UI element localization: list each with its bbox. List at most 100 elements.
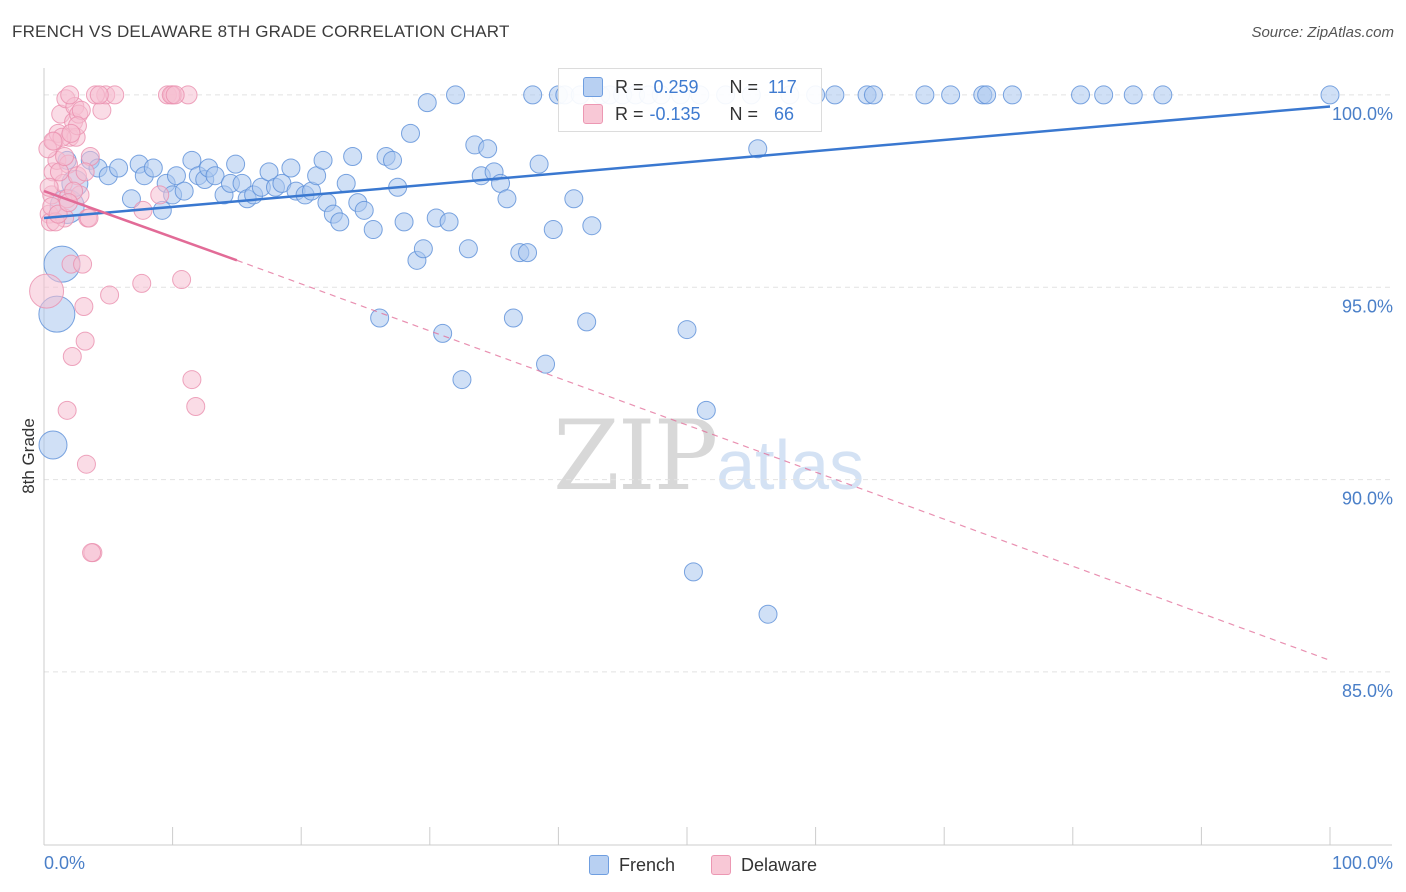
delaware-point <box>100 285 120 305</box>
french-point <box>205 166 225 186</box>
french-point <box>354 200 374 220</box>
french-point <box>458 239 478 259</box>
french-point <box>313 150 333 170</box>
delaware-trendline-extension <box>236 259 1331 661</box>
french-point <box>683 562 703 582</box>
delaware-point <box>73 254 93 274</box>
french-point <box>383 150 403 170</box>
french-point <box>1002 85 1022 105</box>
delaware-trendline <box>43 189 238 262</box>
french-point <box>336 173 356 193</box>
french-point <box>166 166 186 186</box>
delaware-point <box>74 296 94 316</box>
french-point <box>543 220 563 240</box>
x-tick-label-min: 0.0% <box>44 853 85 873</box>
french-n-label: N = <box>729 76 759 97</box>
delaware-points <box>29 85 206 563</box>
legend-item-french[interactable]: French <box>588 854 675 876</box>
french-point <box>1320 85 1340 105</box>
french-point <box>174 181 194 201</box>
french-point <box>343 146 363 166</box>
delaware-point <box>172 270 192 290</box>
delaware-point <box>76 454 96 474</box>
delaware-point <box>61 123 81 143</box>
delaware-point <box>89 85 109 105</box>
french-point <box>1123 85 1143 105</box>
zipatlas-watermark: ZIPatlas <box>553 400 864 512</box>
watermark-atlas: atlas <box>716 426 865 504</box>
french-point <box>413 239 433 259</box>
delaware-r-label: R = <box>615 103 644 124</box>
delaware-n-value: 66 <box>774 103 795 124</box>
french-point <box>363 220 383 240</box>
french-r-label: R = <box>615 76 644 97</box>
french-point <box>529 154 549 174</box>
delaware-point <box>186 396 206 416</box>
french-point <box>977 85 997 105</box>
source-label: Source: ZipAtlas.com <box>1251 24 1394 41</box>
french-point <box>1153 85 1173 105</box>
delaware-point <box>182 370 202 390</box>
legend-item-delaware[interactable]: Delaware <box>710 855 817 876</box>
delaware-r-value: -0.135 <box>649 103 701 124</box>
french-point <box>478 139 498 159</box>
french-point <box>370 308 390 328</box>
delaware-point <box>75 162 95 182</box>
french-point <box>109 158 129 178</box>
tick-labels: 100.0% 95.0% 90.0% 85.0% 0.0% 100.0% 8th Grade <box>19 104 1393 873</box>
french-point <box>143 158 163 178</box>
french-point <box>696 400 716 420</box>
stats-row-french: R = 0.259 N = 117 <box>583 74 797 100</box>
french-point <box>417 93 437 113</box>
delaware-point <box>75 331 95 351</box>
french-point <box>121 189 141 209</box>
delaware-point <box>57 400 77 420</box>
y-tick-label: 85.0% <box>1342 681 1393 701</box>
french-point <box>825 85 845 105</box>
legend-french-label: French <box>618 854 675 875</box>
stats-row-delaware: R = -0.135 N = 66 <box>583 101 794 127</box>
french-point <box>503 308 523 328</box>
french-point <box>446 85 466 105</box>
french-point <box>281 158 301 178</box>
y-tick-label: 90.0% <box>1342 489 1393 509</box>
delaware-swatch <box>583 104 603 124</box>
y-tick-label: 100.0% <box>1332 104 1393 124</box>
french-point <box>536 354 556 374</box>
delaware-point <box>55 146 75 166</box>
legend-delaware-swatch <box>710 855 731 875</box>
french-point <box>401 123 421 143</box>
x-tick-label-max: 100.0% <box>1332 853 1393 873</box>
delaware-point <box>79 208 99 228</box>
french-point <box>564 189 584 209</box>
french-point <box>523 85 543 105</box>
french-point <box>38 430 68 460</box>
french-n-value: 117 <box>768 76 797 97</box>
french-point <box>1071 85 1091 105</box>
chart-title: FRENCH VS DELAWARE 8TH GRADE CORRELATION… <box>12 22 510 41</box>
french-point <box>748 139 768 159</box>
french-point <box>518 243 538 263</box>
french-point <box>497 189 517 209</box>
trend-lines <box>43 105 1331 661</box>
french-point <box>582 216 602 236</box>
french-point <box>226 154 246 174</box>
delaware-point <box>60 85 80 105</box>
y-axis-title: 8th Grade <box>19 418 38 494</box>
delaware-point <box>165 85 185 105</box>
delaware-point <box>132 273 152 293</box>
french-trendline <box>43 105 1331 220</box>
french-point <box>915 85 935 105</box>
delaware-point <box>150 185 170 205</box>
bottom-legend: French Delaware <box>0 851 1406 879</box>
french-point <box>452 370 472 390</box>
french-point <box>1094 85 1114 105</box>
delaware-n-label: N = <box>729 103 759 124</box>
french-point <box>677 320 697 340</box>
french-r-value: 0.259 <box>653 76 699 97</box>
delaware-point <box>82 543 102 563</box>
french-points <box>38 85 1340 624</box>
delaware-point <box>62 346 82 366</box>
french-point <box>330 212 350 232</box>
